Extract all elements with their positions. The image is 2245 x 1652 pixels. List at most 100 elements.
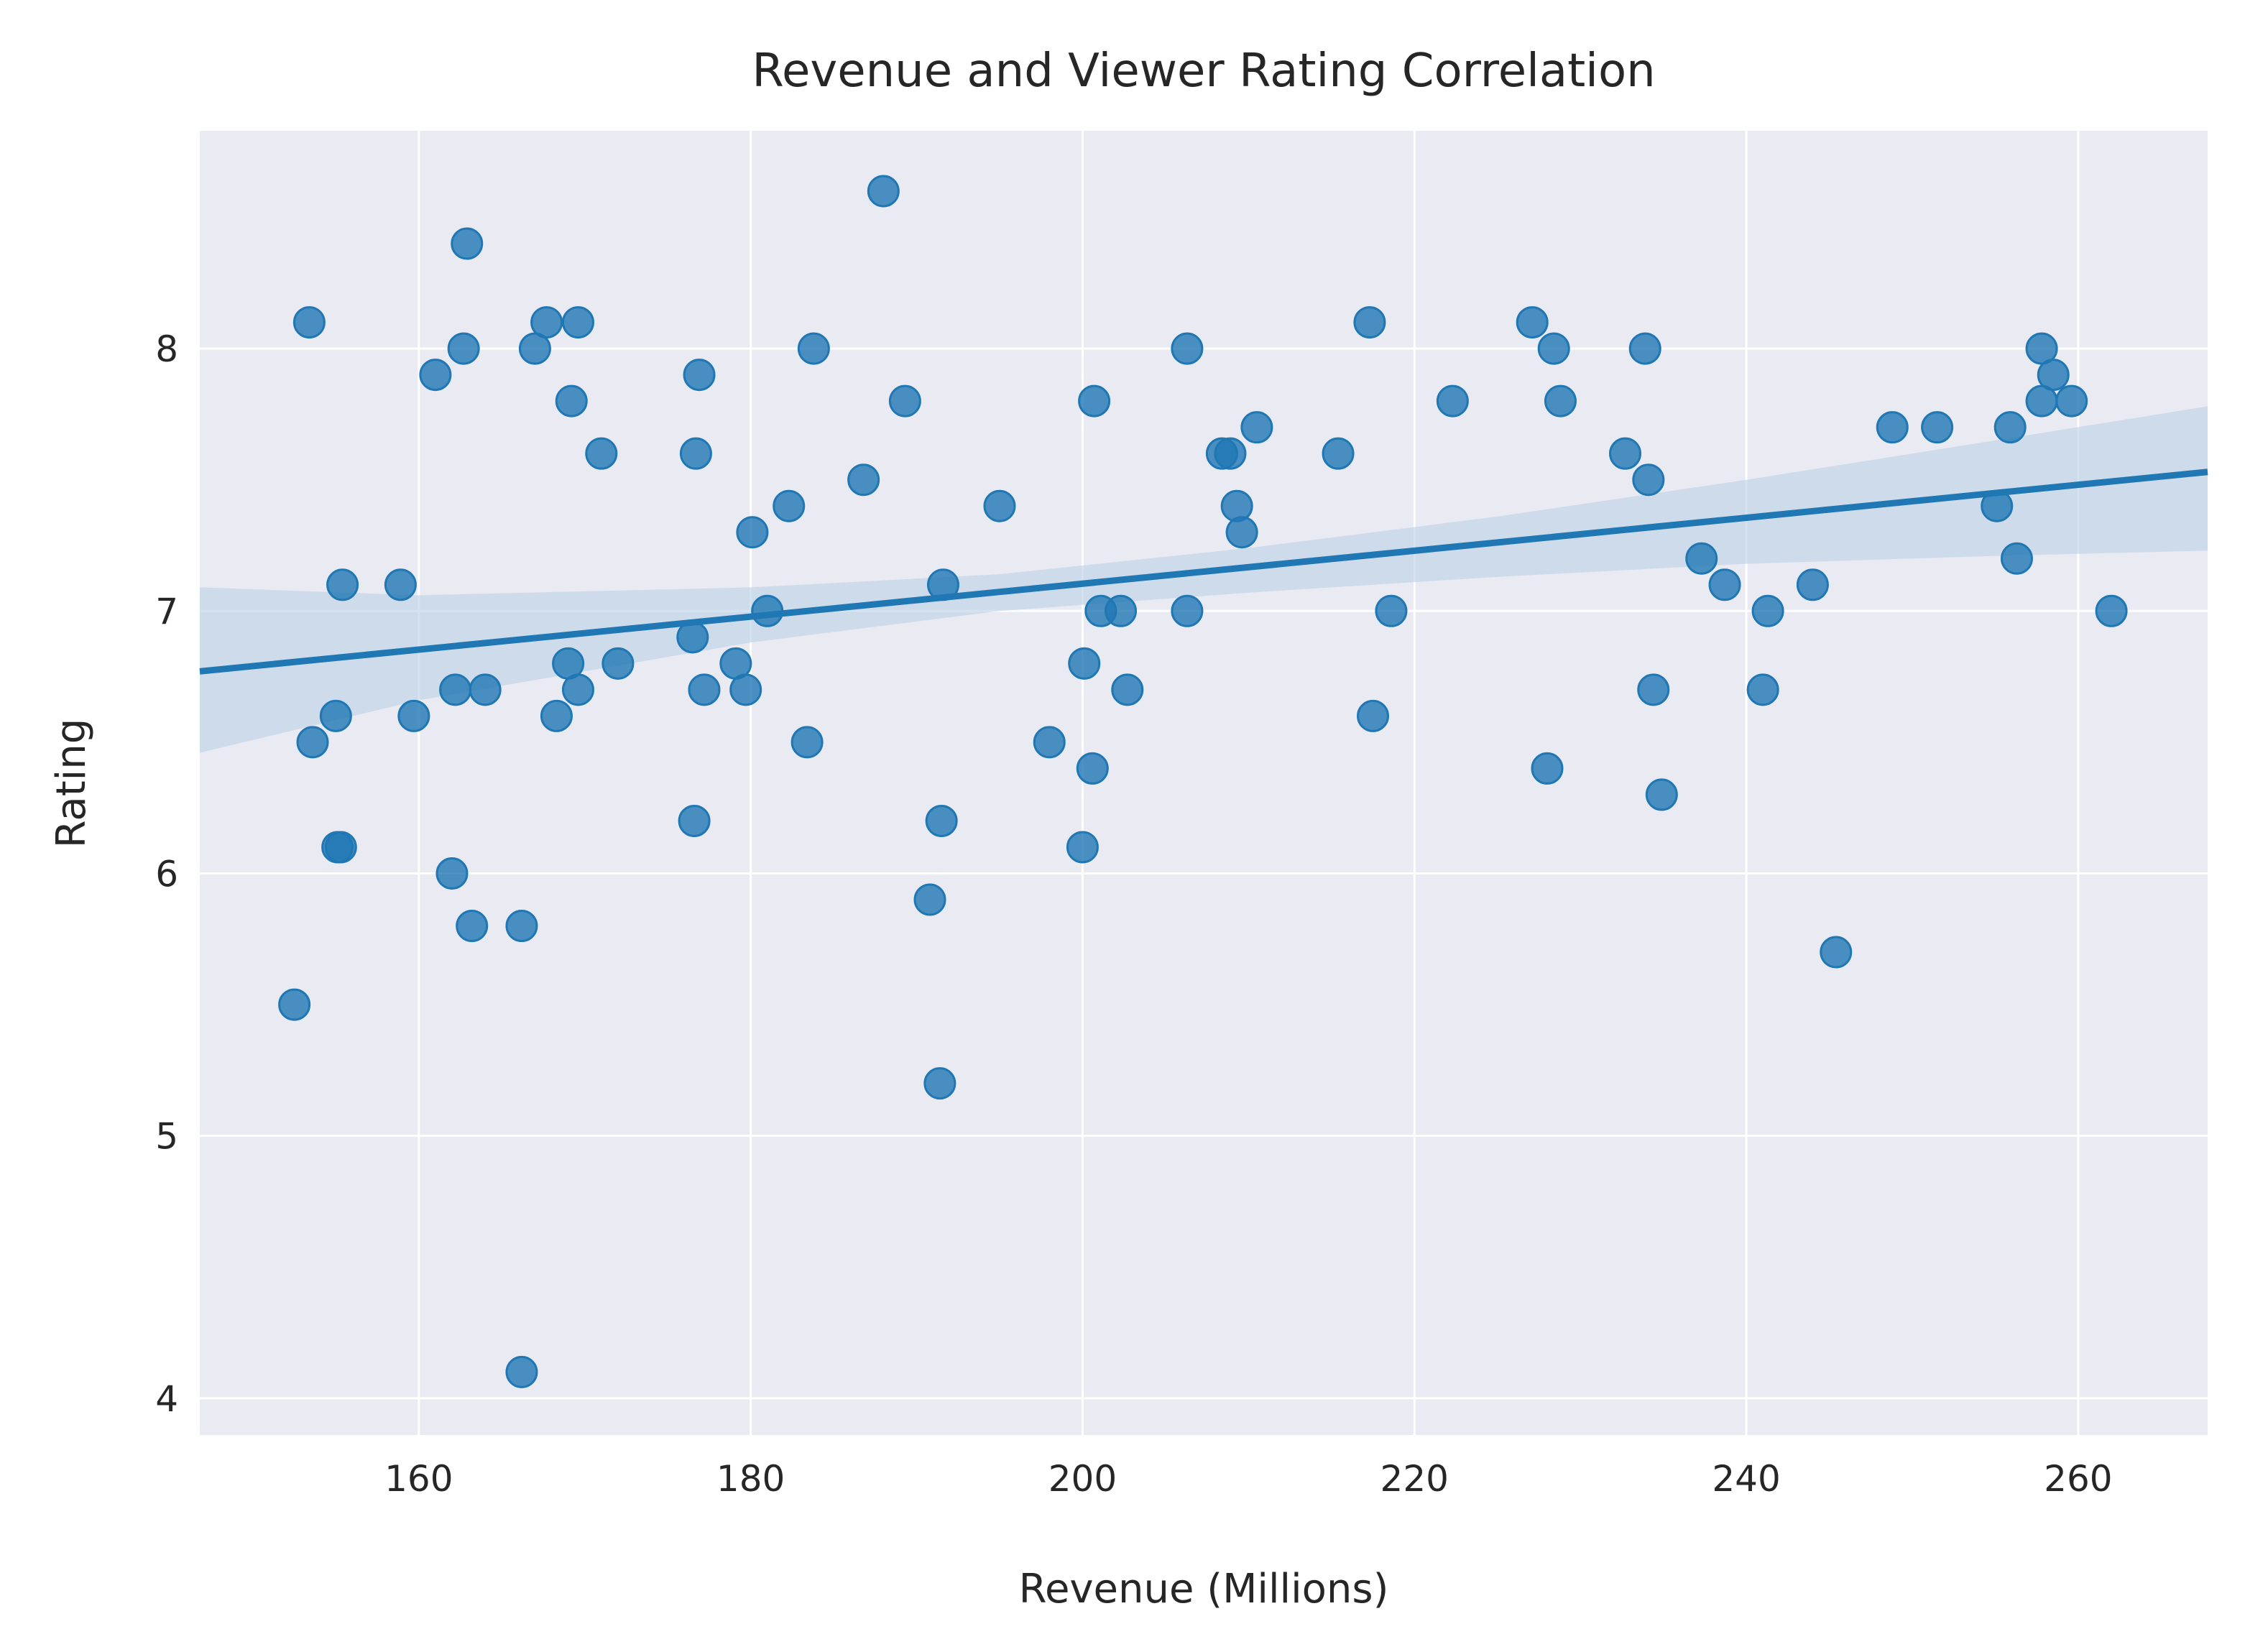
x-tick-label: 180 — [716, 1458, 785, 1500]
regression-line — [199, 469, 2208, 675]
y-axis-label: Rating — [48, 719, 95, 849]
plot-area — [200, 131, 2208, 1435]
x-tick-label: 160 — [384, 1458, 453, 1500]
data-point — [561, 306, 594, 339]
data-point — [419, 359, 452, 392]
data-point — [326, 568, 359, 601]
data-point — [983, 489, 1016, 522]
data-point — [1066, 831, 1099, 864]
data-point — [736, 516, 769, 549]
data-point — [678, 804, 711, 837]
data-point — [1751, 594, 1784, 627]
data-point — [1876, 411, 1909, 444]
data-point — [1111, 673, 1144, 706]
data-point — [1645, 778, 1678, 811]
data-point — [561, 673, 594, 706]
data-point — [447, 332, 480, 365]
data-point — [384, 568, 417, 601]
data-point — [1240, 411, 1273, 444]
data-point — [451, 227, 484, 260]
data-point — [1796, 568, 1829, 601]
data-point — [1609, 437, 1642, 470]
data-point — [1708, 568, 1741, 601]
data-point — [530, 306, 563, 339]
data-point — [867, 175, 900, 208]
data-point — [1171, 332, 1204, 365]
data-point — [1076, 752, 1109, 785]
data-point — [683, 359, 716, 392]
data-point — [1105, 594, 1138, 627]
data-point — [2055, 384, 2088, 417]
data-point — [1632, 463, 1665, 497]
x-tick-label: 240 — [1712, 1458, 1780, 1500]
data-point — [1544, 384, 1577, 417]
data-point — [1516, 306, 1549, 339]
data-point — [1628, 332, 1661, 365]
data-point — [555, 384, 588, 417]
data-point — [1531, 752, 1564, 785]
confidence-band-group — [200, 406, 2208, 753]
data-point — [456, 910, 489, 943]
x-tick-label: 260 — [2044, 1458, 2112, 1500]
data-point — [1746, 673, 1779, 706]
x-axis-label: Revenue (Millions) — [1019, 1566, 1389, 1612]
chart-title: Revenue and Viewer Rating Correlation — [752, 45, 1655, 98]
data-point — [1685, 542, 1718, 575]
data-point — [797, 332, 830, 365]
data-point — [847, 463, 880, 497]
y-tick-label: 7 — [155, 591, 178, 632]
y-tick-label: 5 — [155, 1116, 178, 1158]
data-point — [1537, 332, 1570, 365]
data-point — [292, 306, 326, 339]
data-point — [1436, 384, 1469, 417]
x-tick-label: 220 — [1380, 1458, 1449, 1500]
data-point — [296, 726, 329, 759]
data-point — [1637, 673, 1670, 706]
data-point — [1078, 384, 1111, 417]
data-point — [1993, 411, 2027, 444]
data-points — [278, 175, 2128, 1388]
data-point — [1921, 411, 1954, 444]
data-point — [1225, 516, 1258, 549]
data-point — [2095, 594, 2128, 627]
data-point — [773, 489, 806, 522]
data-point — [1214, 437, 1247, 470]
data-point — [790, 726, 824, 759]
data-point — [1353, 306, 1386, 339]
data-point — [278, 988, 311, 1021]
data-point — [585, 437, 618, 470]
data-point — [1220, 489, 1253, 522]
data-point — [925, 804, 958, 837]
data-point — [540, 699, 573, 732]
data-point — [319, 699, 352, 732]
data-point — [1322, 437, 1355, 470]
data-point — [2000, 542, 2033, 575]
data-point — [913, 883, 946, 916]
data-point — [2037, 359, 2070, 392]
data-point — [324, 831, 357, 864]
data-point — [601, 647, 635, 680]
data-point — [397, 699, 430, 732]
data-point — [505, 1355, 538, 1388]
data-point — [688, 673, 721, 706]
confidence-band — [200, 406, 2208, 753]
data-point — [729, 673, 762, 706]
data-point — [1033, 726, 1066, 759]
data-point — [1357, 699, 1390, 732]
data-point — [505, 910, 538, 943]
data-point — [435, 857, 469, 890]
data-point — [1820, 936, 1853, 969]
data-point — [923, 1067, 956, 1100]
data-point — [439, 673, 472, 706]
y-tick-label: 6 — [155, 853, 178, 895]
data-point — [1068, 647, 1101, 680]
data-point — [1171, 594, 1204, 627]
data-point — [469, 673, 502, 706]
y-tick-label: 4 — [155, 1378, 178, 1420]
data-point — [1375, 594, 1408, 627]
data-point — [888, 384, 921, 417]
data-point — [679, 437, 712, 470]
regression-line-group — [199, 469, 2208, 675]
